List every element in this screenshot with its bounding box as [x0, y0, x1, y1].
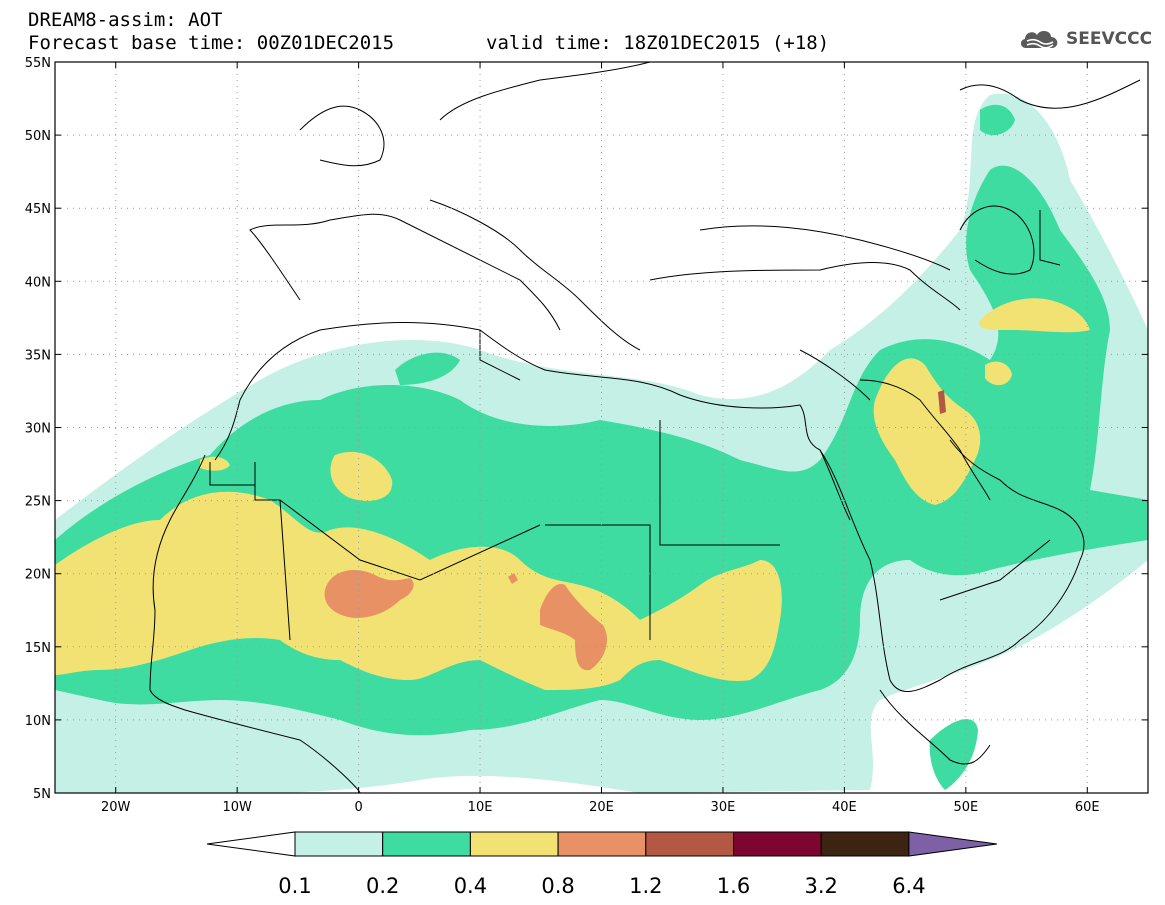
- y-tick-label: 45N: [25, 202, 51, 217]
- y-tick-label: 30N: [25, 422, 51, 437]
- x-tick-label: 0: [354, 800, 362, 815]
- colorbar-segment: [469, 831, 559, 857]
- x-tick-label: 60E: [1075, 800, 1100, 815]
- y-tick-label: 10N: [25, 714, 51, 729]
- y-tick-label: 50N: [25, 129, 51, 144]
- y-tick-label: 35N: [25, 348, 51, 363]
- colorbar: 0.1 0.2 0.4 0.8 1.2 1.6 3.2 6.4: [206, 831, 997, 898]
- forecast-base-time: Forecast base time: 00Z01DEC2015: [28, 32, 395, 54]
- model-title: DREAM8-assim: AOT: [28, 9, 223, 31]
- colorbar-segment: [645, 831, 734, 857]
- colorbar-label: 1.2: [629, 874, 662, 898]
- x-tick-label: 50E: [953, 800, 978, 815]
- aot-field: [55, 93, 1148, 793]
- colorbar-label: 0.2: [366, 874, 399, 898]
- colorbar-label: 6.4: [892, 874, 925, 898]
- x-tick-label: 20W: [101, 800, 131, 815]
- colorbar-label: 0.1: [278, 874, 311, 898]
- colorbar-label: 0.4: [454, 874, 487, 898]
- colorbar-segment: [206, 831, 296, 857]
- seevccc-logo: SEEVCCC: [1018, 26, 1152, 52]
- colorbar-label: 0.8: [541, 874, 574, 898]
- x-tick-label: 30E: [711, 800, 736, 815]
- map-axes: 20W 10W 0 10E 20E 30E 40E 50E 60E 55N 50N 45N 40N 35N…: [25, 56, 1148, 815]
- coastlines: [149, 62, 1141, 793]
- colorbar-segment: [294, 831, 384, 857]
- y-tick-label: 5N: [33, 787, 51, 802]
- x-tick-label: 10W: [222, 800, 252, 815]
- x-tick-label: 40E: [832, 800, 857, 815]
- logo-text: SEEVCCC: [1066, 29, 1153, 49]
- map-grid: [55, 62, 1148, 793]
- colorbar-label: 1.6: [717, 874, 750, 898]
- colorbar-segment: [733, 831, 822, 857]
- colorbar-segment: [557, 831, 647, 857]
- y-tick-label: 20N: [25, 568, 51, 583]
- y-tick-label: 55N: [25, 56, 51, 71]
- valid-time: valid time: 18Z01DEC2015 (+18): [486, 32, 830, 54]
- aot-level-0-8: [324, 570, 607, 671]
- x-tick-label: 20E: [589, 800, 614, 815]
- colorbar-segment: [908, 831, 997, 857]
- x-tick-label: 10E: [468, 800, 493, 815]
- y-tick-label: 15N: [25, 641, 51, 656]
- colorbar-segment: [820, 831, 910, 857]
- aot-level-1-2: [938, 390, 946, 414]
- colorbar-label: 3.2: [804, 874, 837, 898]
- y-tick-label: 40N: [25, 275, 51, 290]
- colorbar-segment: [382, 831, 471, 857]
- y-tick-label: 25N: [25, 495, 51, 510]
- cloud-icon: [1020, 31, 1058, 49]
